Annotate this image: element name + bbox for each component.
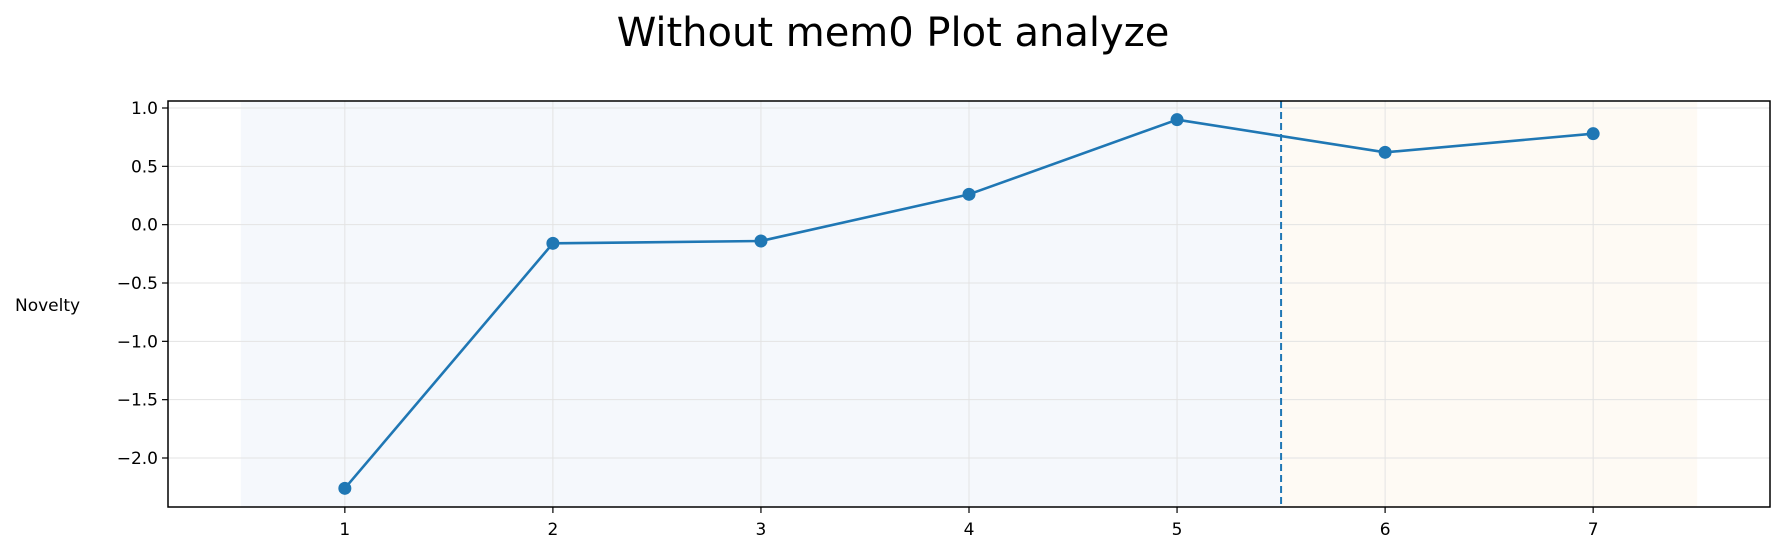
y-tick-label: −0.5 (117, 274, 158, 294)
shaded-region-2 (1281, 102, 1698, 507)
x-tick-label: 6 (1380, 520, 1391, 540)
data-point-4 (962, 187, 976, 201)
y-axis-ticks: −2.0 −1.5 −1.0 −0.5 0.0 0.5 1.0 (117, 99, 168, 469)
x-tick-label: 4 (964, 520, 975, 540)
y-tick-label: −1.5 (117, 391, 158, 411)
x-tick-label: 1 (339, 520, 350, 540)
x-axis-ticks: 1 2 3 4 5 6 7 (339, 507, 1599, 540)
y-tick-label: 0.5 (131, 157, 158, 177)
y-tick-label: 0.0 (131, 216, 158, 236)
series-layer (338, 113, 1600, 495)
x-tick-label: 3 (756, 520, 767, 540)
y-tick-label: −1.0 (117, 332, 158, 352)
data-point-5 (1170, 113, 1184, 127)
y-tick-label: 1.0 (131, 99, 158, 119)
grid-lines (168, 101, 1770, 507)
x-tick-label: 7 (1588, 520, 1599, 540)
y-tick-label: −2.0 (117, 449, 158, 469)
data-point-3 (754, 234, 768, 248)
x-tick-label: 2 (547, 520, 558, 540)
data-point-1 (338, 481, 352, 495)
chart-title: Without mem0 Plot analyze (617, 10, 1170, 56)
y-axis-label: Novelty (15, 296, 80, 316)
x-tick-label: 5 (1172, 520, 1183, 540)
data-point-7 (1586, 127, 1600, 141)
data-point-6 (1378, 145, 1392, 159)
data-point-2 (546, 236, 560, 250)
